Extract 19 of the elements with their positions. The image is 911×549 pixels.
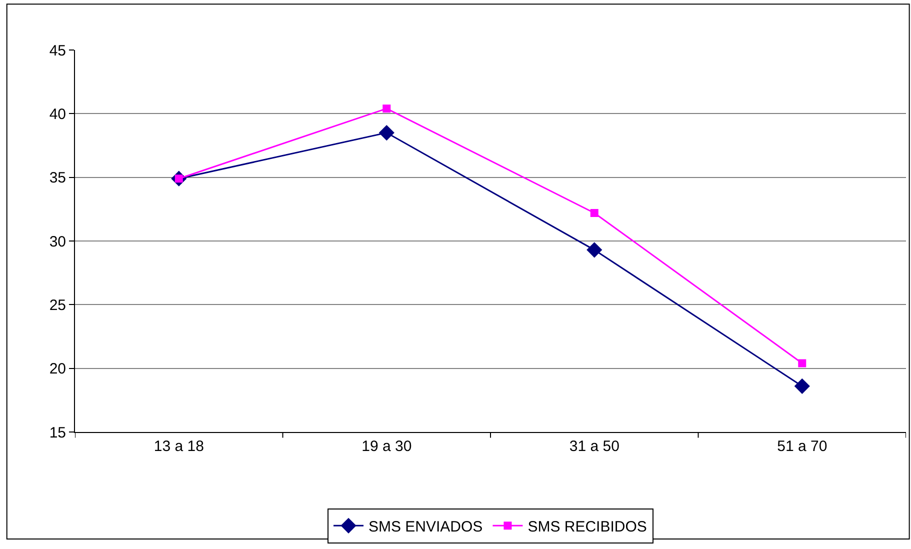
x-tick-label: 31 a 50 [569, 438, 620, 455]
x-tick-label: 13 a 18 [154, 438, 204, 455]
y-tick-label: 25 [49, 296, 66, 314]
point [382, 104, 391, 113]
point [590, 208, 598, 217]
y-tick-label: 15 [49, 424, 66, 442]
y-tick-label: 40 [49, 106, 66, 123]
point [794, 378, 810, 394]
point [586, 242, 602, 258]
x-tick-label: 51 a 70 [777, 438, 828, 455]
x-tick-label: 19 a 30 [362, 438, 412, 455]
point [378, 124, 394, 141]
legend-label: SMS RECIBIDOS [528, 518, 647, 536]
y-tick-label: 20 [49, 360, 66, 378]
y-tick-label: 30 [49, 233, 66, 250]
legend-label: SMS ENVIADOS [368, 518, 483, 536]
y-tick-label: 35 [49, 170, 66, 187]
point [798, 359, 806, 368]
y-tick-label: 45 [49, 42, 66, 60]
